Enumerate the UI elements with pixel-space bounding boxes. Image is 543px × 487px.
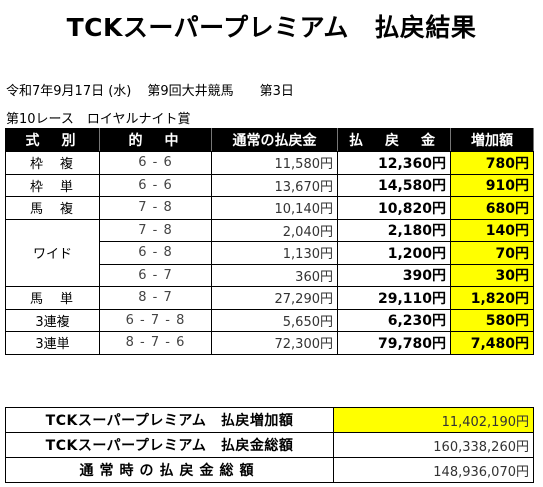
table-header-row: 式 別 的 中 通常の払戻金 払 戻 金 増加額: [5, 128, 534, 152]
summary-row: TCKスーパープレミアム 払戻増加額 11,402,190円: [5, 407, 534, 433]
combo-cell: 6 - 6: [99, 151, 212, 175]
page-title: TCKスーパープレミアム 払戻結果: [66, 13, 477, 42]
payout-cell: 2,180円: [337, 218, 451, 242]
normal-payout-cell: 10,140円: [211, 196, 338, 220]
payout-cell: 79,780円: [337, 331, 451, 355]
summary-value-normal-total: 148,936,070円: [333, 457, 534, 483]
bet-type-cell: 3連複: [5, 308, 100, 332]
payout-cell: 390円: [337, 263, 451, 287]
bet-type-cell: 3連単: [5, 331, 100, 355]
combo-cell: 6 - 8: [99, 241, 212, 265]
summary-label-total: TCKスーパープレミアム 払戻金総額: [5, 432, 334, 458]
summary-label-normal-total: 通常時の払戻金総額: [5, 457, 334, 483]
bet-type-cell: 枠 単: [5, 173, 100, 197]
summary-value-increase: 11,402,190円: [333, 407, 534, 433]
normal-payout-cell: 11,580円: [211, 151, 338, 175]
increase-cell: 7,480円: [450, 331, 534, 355]
normal-payout-cell: 1,130円: [211, 241, 338, 265]
summary-row: TCKスーパープレミアム 払戻金総額 160,338,260円: [5, 432, 534, 458]
normal-payout-cell: 360円: [211, 263, 338, 287]
payout-table: 式 別 的 中 通常の払戻金 払 戻 金 増加額 枠 複 6 - 6 11,58…: [5, 128, 534, 355]
increase-cell: 910円: [450, 173, 534, 197]
header-normal-payout: 通常の払戻金: [211, 128, 338, 152]
race-meeting: 第9回大井競馬: [147, 84, 234, 99]
normal-payout-cell: 13,670円: [211, 173, 338, 197]
payout-cell: 29,110円: [337, 286, 451, 310]
bet-type-cell: ワイド: [5, 218, 100, 287]
payout-cell: 1,200円: [337, 241, 451, 265]
table-row: 馬 複 7 - 8 10,140円 10,820円 680円: [5, 196, 534, 220]
race-info-line: 令和7年9月17日 (水) 第9回大井競馬 第3日: [6, 80, 294, 99]
combo-cell: 6 - 7: [99, 263, 212, 287]
payout-cell: 12,360円: [337, 151, 451, 175]
race-date: 令和7年9月17日 (水): [6, 84, 132, 99]
table-row: 枠 複 6 - 6 11,580円 12,360円 780円: [5, 151, 534, 175]
combo-cell: 8 - 7 - 6: [99, 331, 212, 355]
increase-cell: 30円: [450, 263, 534, 287]
combo-cell: 6 - 6: [99, 173, 212, 197]
summary-row: 通常時の払戻金総額 148,936,070円: [5, 457, 534, 483]
header-payout: 払 戻 金: [337, 128, 451, 152]
header-increase: 増加額: [450, 128, 534, 152]
increase-cell: 1,820円: [450, 286, 534, 310]
increase-cell: 580円: [450, 308, 534, 332]
normal-payout-cell: 2,040円: [211, 218, 338, 242]
table-row: ワイド 7 - 8 2,040円 2,180円 140円: [5, 218, 534, 287]
table-row: 3連複 6 - 7 - 8 5,650円 6,230円 580円: [5, 308, 534, 332]
combo-cell: 7 - 8: [99, 218, 212, 242]
combo-cell: 8 - 7: [99, 286, 212, 310]
race-name: 第10レース ロイヤルナイト賞: [6, 112, 191, 127]
combo-cell: 7 - 8: [99, 196, 212, 220]
table-row: 6 - 7 360円 390円 30円: [6, 263, 534, 287]
table-row: 枠 単 6 - 6 13,670円 14,580円 910円: [5, 173, 534, 197]
header-winning-combo: 的 中: [99, 128, 212, 152]
summary-value-total: 160,338,260円: [333, 432, 534, 458]
bet-type-cell: 枠 複: [5, 151, 100, 175]
normal-payout-cell: 5,650円: [211, 308, 338, 332]
normal-payout-cell: 72,300円: [211, 331, 338, 355]
summary-label-increase: TCKスーパープレミアム 払戻増加額: [5, 407, 334, 433]
bet-type-cell: 馬 単: [5, 286, 100, 310]
increase-cell: 140円: [450, 218, 534, 242]
increase-cell: 780円: [450, 151, 534, 175]
header-bet-type: 式 別: [5, 128, 100, 152]
increase-cell: 70円: [450, 241, 534, 265]
increase-cell: 680円: [450, 196, 534, 220]
normal-payout-cell: 27,290円: [211, 286, 338, 310]
payout-cell: 10,820円: [337, 196, 451, 220]
bet-type-cell: 馬 複: [5, 196, 100, 220]
payout-cell: 6,230円: [337, 308, 451, 332]
race-day: 第3日: [259, 84, 294, 99]
summary-table: TCKスーパープレミアム 払戻増加額 11,402,190円 TCKスーパープレ…: [5, 407, 534, 483]
table-row: 3連単 8 - 7 - 6 72,300円 79,780円 7,480円: [5, 331, 534, 355]
table-row: 馬 単 8 - 7 27,290円 29,110円 1,820円: [5, 286, 534, 310]
combo-cell: 6 - 7 - 8: [99, 308, 212, 332]
payout-cell: 14,580円: [337, 173, 451, 197]
